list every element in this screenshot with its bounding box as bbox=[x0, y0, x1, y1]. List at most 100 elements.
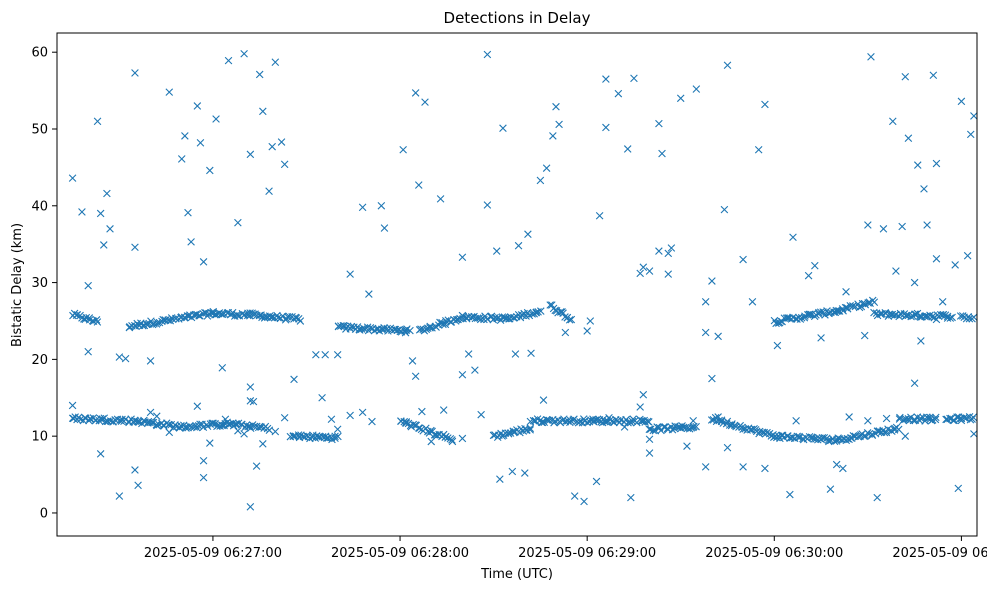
data-point bbox=[146, 357, 155, 365]
plot-area bbox=[68, 49, 978, 511]
data-point bbox=[383, 324, 392, 333]
data-point bbox=[889, 117, 897, 126]
data-point bbox=[687, 424, 696, 432]
data-point bbox=[639, 390, 648, 399]
data-point bbox=[448, 436, 456, 444]
data-point bbox=[720, 205, 729, 214]
data-point bbox=[199, 473, 208, 482]
data-point bbox=[271, 58, 280, 66]
data-point bbox=[873, 493, 881, 502]
data-point bbox=[492, 247, 501, 255]
x-tick-label: 2025-05-09 06:28:00 bbox=[331, 546, 469, 561]
data-point bbox=[970, 430, 978, 438]
data-point bbox=[436, 195, 445, 203]
data-point bbox=[860, 331, 869, 340]
data-point bbox=[701, 328, 710, 337]
data-point bbox=[514, 241, 523, 250]
data-point bbox=[602, 75, 610, 83]
data-point bbox=[503, 314, 511, 323]
data-point bbox=[426, 323, 434, 332]
data-point bbox=[358, 408, 367, 417]
data-point bbox=[183, 312, 192, 320]
data-point bbox=[292, 314, 301, 322]
data-point bbox=[870, 298, 879, 306]
data-point bbox=[651, 426, 660, 435]
data-point bbox=[761, 100, 769, 109]
data-point bbox=[346, 270, 354, 278]
y-tick-label: 50 bbox=[31, 122, 48, 137]
data-point bbox=[627, 493, 635, 502]
data-point bbox=[380, 224, 389, 232]
data-point bbox=[841, 303, 850, 312]
data-point bbox=[664, 249, 673, 258]
data-point bbox=[655, 247, 663, 255]
data-point bbox=[692, 422, 700, 431]
data-point bbox=[106, 417, 115, 425]
data-point bbox=[427, 437, 436, 446]
data-point bbox=[789, 233, 797, 242]
data-point bbox=[402, 326, 411, 334]
data-point bbox=[637, 416, 645, 425]
data-point bbox=[552, 102, 560, 111]
data-point bbox=[418, 407, 426, 416]
data-point bbox=[645, 267, 654, 275]
data-point bbox=[142, 320, 151, 328]
data-point bbox=[165, 88, 174, 96]
data-point bbox=[561, 313, 569, 321]
data-point bbox=[347, 322, 356, 331]
data-point bbox=[294, 431, 303, 439]
data-point bbox=[628, 417, 637, 426]
data-point bbox=[639, 263, 648, 272]
data-point bbox=[402, 419, 411, 427]
data-point bbox=[913, 161, 922, 169]
data-point bbox=[901, 432, 910, 440]
y-axis-label: Bistatic Delay (km) bbox=[10, 223, 25, 347]
data-point bbox=[153, 318, 162, 327]
data-point bbox=[193, 402, 202, 411]
data-point bbox=[761, 464, 769, 473]
data-point bbox=[153, 412, 161, 420]
data-point bbox=[68, 401, 77, 410]
data-point bbox=[589, 417, 598, 426]
data-point bbox=[867, 53, 875, 61]
data-point bbox=[471, 366, 479, 374]
data-point bbox=[778, 317, 786, 326]
data-point bbox=[411, 372, 420, 381]
data-point bbox=[199, 258, 208, 266]
data-point bbox=[660, 423, 668, 431]
data-point bbox=[366, 324, 375, 332]
data-point bbox=[825, 437, 833, 446]
data-point bbox=[334, 432, 342, 441]
plot-frame bbox=[56, 32, 978, 537]
data-point bbox=[849, 302, 857, 310]
data-point bbox=[296, 317, 305, 325]
data-point bbox=[249, 397, 258, 406]
data-point bbox=[723, 443, 732, 452]
data-point bbox=[252, 462, 261, 470]
data-point bbox=[271, 427, 280, 436]
data-point bbox=[645, 418, 653, 426]
data-point bbox=[199, 456, 208, 465]
data-point bbox=[365, 290, 373, 298]
data-point bbox=[537, 307, 545, 315]
data-point bbox=[701, 297, 710, 306]
data-point bbox=[667, 244, 676, 252]
data-point bbox=[439, 406, 448, 414]
data-point bbox=[368, 417, 376, 426]
data-point bbox=[707, 416, 716, 424]
data-point bbox=[817, 334, 825, 342]
data-point bbox=[526, 426, 534, 434]
data-point bbox=[177, 422, 185, 430]
data-point bbox=[131, 466, 139, 474]
data-point bbox=[193, 102, 202, 110]
data-point bbox=[957, 97, 966, 106]
data-point bbox=[786, 490, 794, 499]
y-tick-label: 10 bbox=[31, 430, 48, 445]
data-point bbox=[206, 439, 214, 447]
data-point bbox=[444, 434, 452, 442]
data-point bbox=[839, 464, 847, 473]
data-point bbox=[146, 408, 155, 417]
data-point bbox=[532, 308, 541, 316]
data-point bbox=[916, 414, 925, 423]
data-point bbox=[228, 308, 237, 317]
